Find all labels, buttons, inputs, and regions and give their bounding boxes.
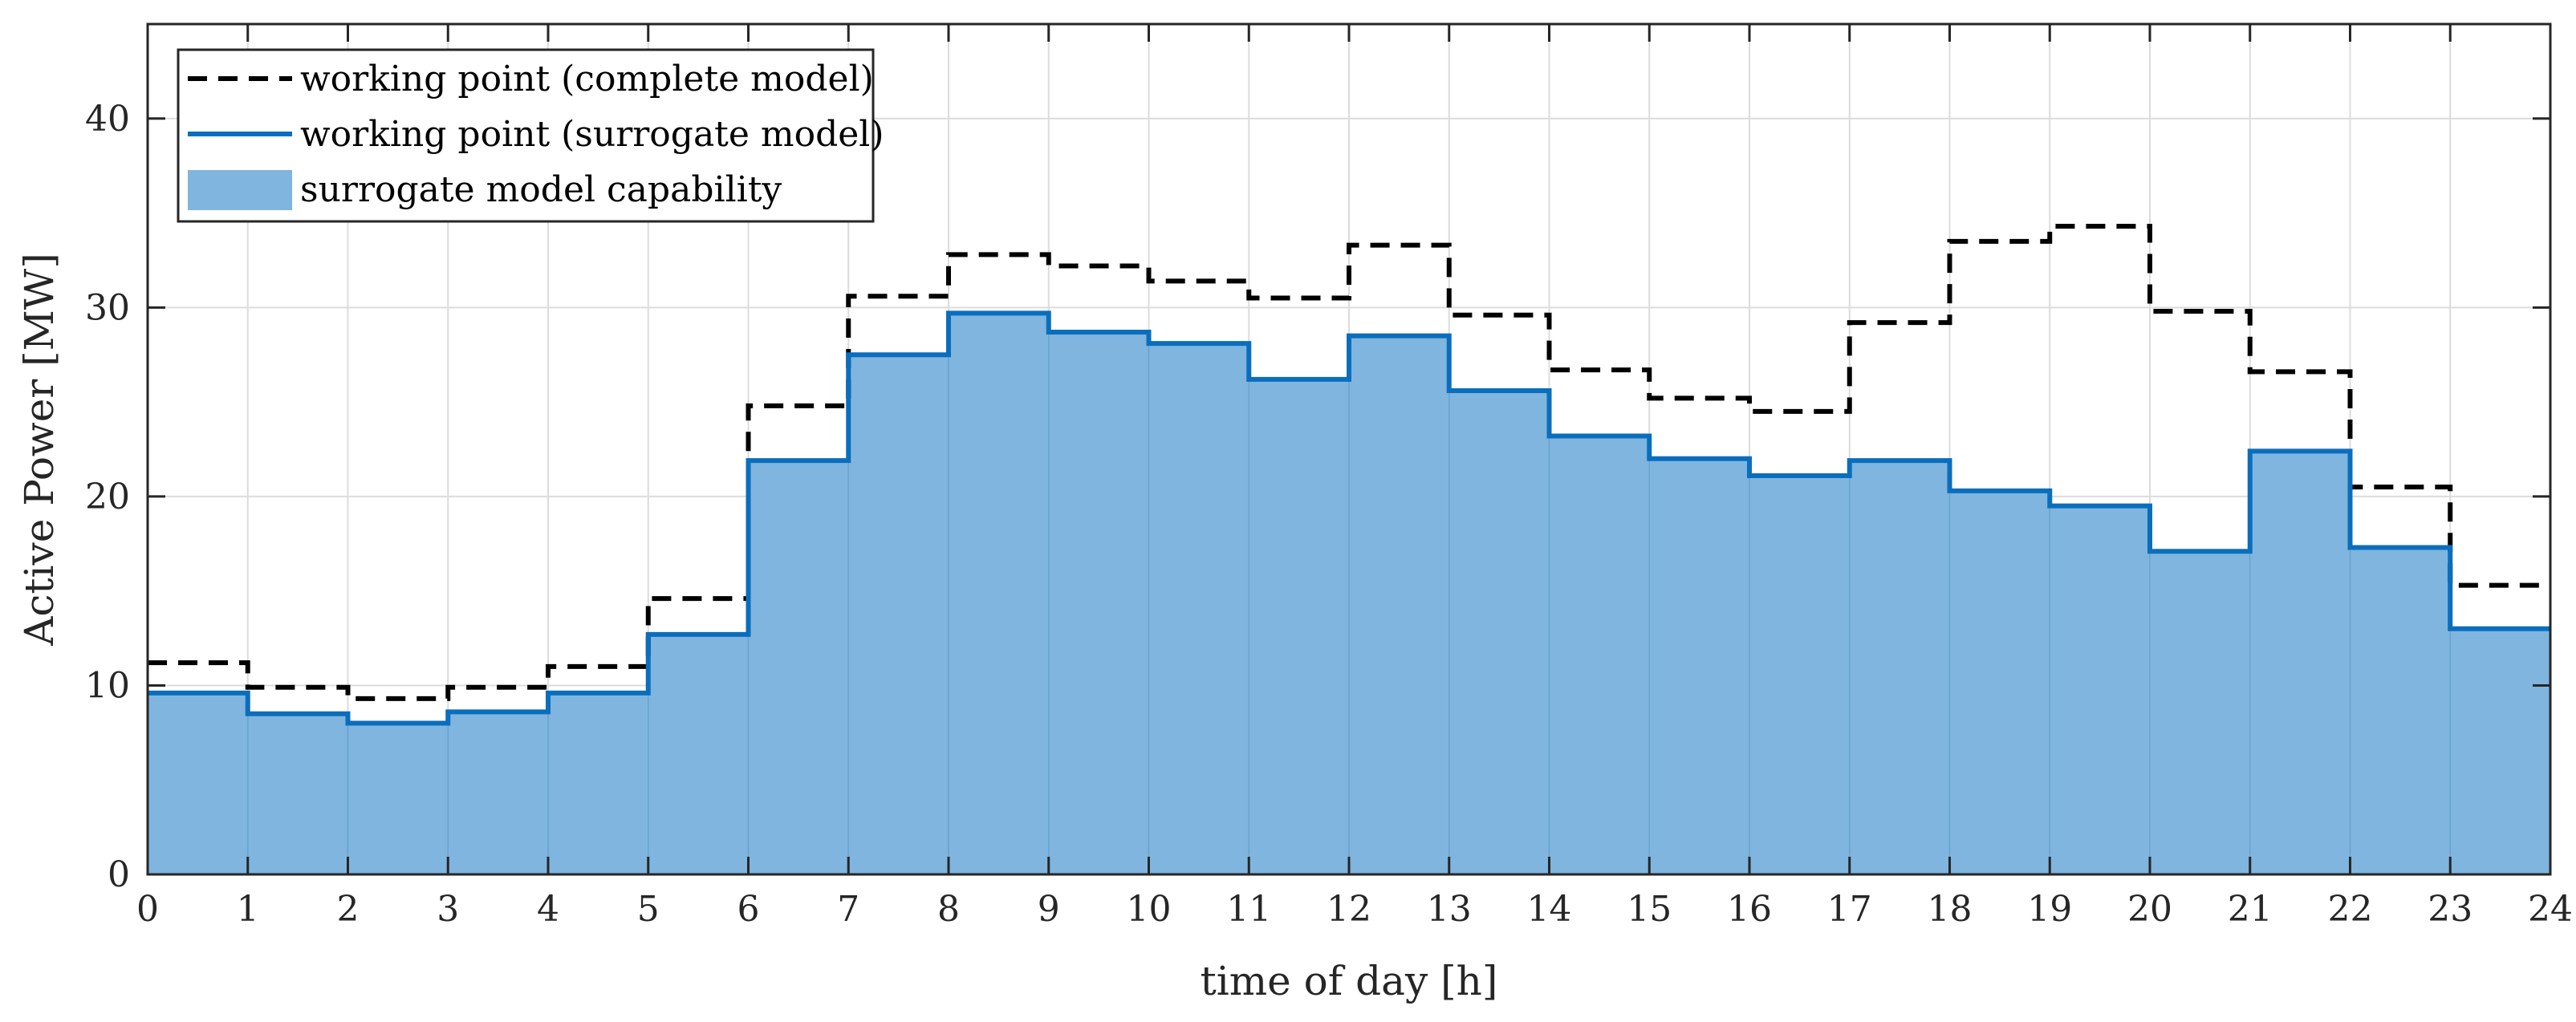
legend-label-surrogate: working point (surrogate model) [300, 114, 884, 155]
legend-label-capability: surrogate model capability [300, 169, 782, 210]
y-tick-label: 30 [85, 287, 130, 328]
legend-label-complete: working point (complete model) [300, 59, 874, 99]
x-tick-label: 24 [2528, 889, 2573, 930]
capability-area-bar [2249, 450, 2351, 875]
x-tick-label: 14 [1527, 889, 1572, 930]
capability-area-bar [2349, 546, 2451, 875]
capability-area-bar [2149, 550, 2251, 875]
x-tick-label: 5 [637, 889, 660, 930]
capability-area-bar [747, 460, 849, 875]
x-tick-label: 13 [1427, 889, 1472, 930]
capability-area-bar [447, 711, 549, 875]
capability-area-bar [1248, 379, 1350, 875]
complete-model-line [148, 224, 2550, 701]
capability-area-bar [1648, 458, 1750, 875]
x-tick-label: 23 [2428, 889, 2472, 930]
x-axis-title: time of day [h] [1201, 958, 1498, 1004]
x-tick-label: 3 [437, 889, 459, 930]
capability-area-bar [948, 312, 1050, 875]
x-tick-labels: 0 1 2 3 4 5 6 7 8 9 10 11 12 13 14 15 16 17 18 19 20 21 22 23 24 [136, 889, 2573, 930]
x-tick-label: 19 [2027, 889, 2072, 930]
y-tick-label: 10 [85, 665, 130, 706]
capability-area-bar [847, 354, 949, 875]
x-tick-label: 12 [1327, 889, 1371, 930]
surrogate-model-line [148, 310, 2550, 726]
x-tick-label: 6 [737, 889, 760, 930]
x-tick-label: 0 [136, 889, 159, 930]
series-lines [148, 224, 2550, 726]
capability-area-bar [1448, 390, 1550, 875]
capability-area-bar [1048, 331, 1150, 875]
y-tick-label: 40 [85, 99, 130, 140]
x-tick-label: 7 [837, 889, 859, 930]
x-tick-label: 16 [1727, 889, 1772, 930]
capability-area-bar [1148, 343, 1249, 875]
capability-area-bar [147, 692, 249, 875]
legend-box [177, 48, 875, 223]
x-tick-label: 4 [537, 889, 559, 930]
x-tick-label: 20 [2127, 889, 2172, 930]
x-tick-label: 11 [1226, 889, 1271, 930]
capability-area-bar [1849, 460, 1951, 875]
x-tick-label: 10 [1127, 889, 1172, 930]
x-tick-label: 8 [937, 889, 960, 930]
capability-area-bar [1749, 475, 1851, 875]
capability-area-bar [648, 634, 750, 875]
capability-area-bar [2049, 505, 2151, 875]
capability-area-bar [1348, 335, 1450, 875]
x-tick-label: 2 [337, 889, 360, 930]
legend: working point (complete model) working p… [177, 48, 884, 223]
x-tick-label: 21 [2228, 889, 2273, 930]
capability-area-bar [2449, 628, 2551, 875]
capability-area-bar [347, 722, 449, 875]
y-tick-labels: 0 10 20 30 40 [85, 99, 130, 895]
y-tick-label: 0 [108, 854, 130, 895]
y-axis-title: Active Power [MW] [16, 253, 63, 646]
x-tick-label: 1 [237, 889, 259, 930]
capability-area-bar [247, 713, 349, 875]
x-tick-label: 17 [1827, 889, 1872, 930]
axis-ticks [146, 24, 2552, 876]
y-tick-label: 20 [85, 477, 130, 517]
x-tick-label: 9 [1038, 889, 1060, 930]
x-tick-label: 22 [2328, 889, 2373, 930]
legend-swatch-capability [188, 170, 292, 210]
capability-area-bar [1548, 435, 1650, 875]
capability-area-bar [547, 692, 649, 875]
capability-area [147, 312, 2551, 875]
x-tick-label: 18 [1928, 889, 1973, 930]
capability-area-bar [1948, 490, 2050, 875]
x-tick-label: 15 [1627, 889, 1672, 930]
